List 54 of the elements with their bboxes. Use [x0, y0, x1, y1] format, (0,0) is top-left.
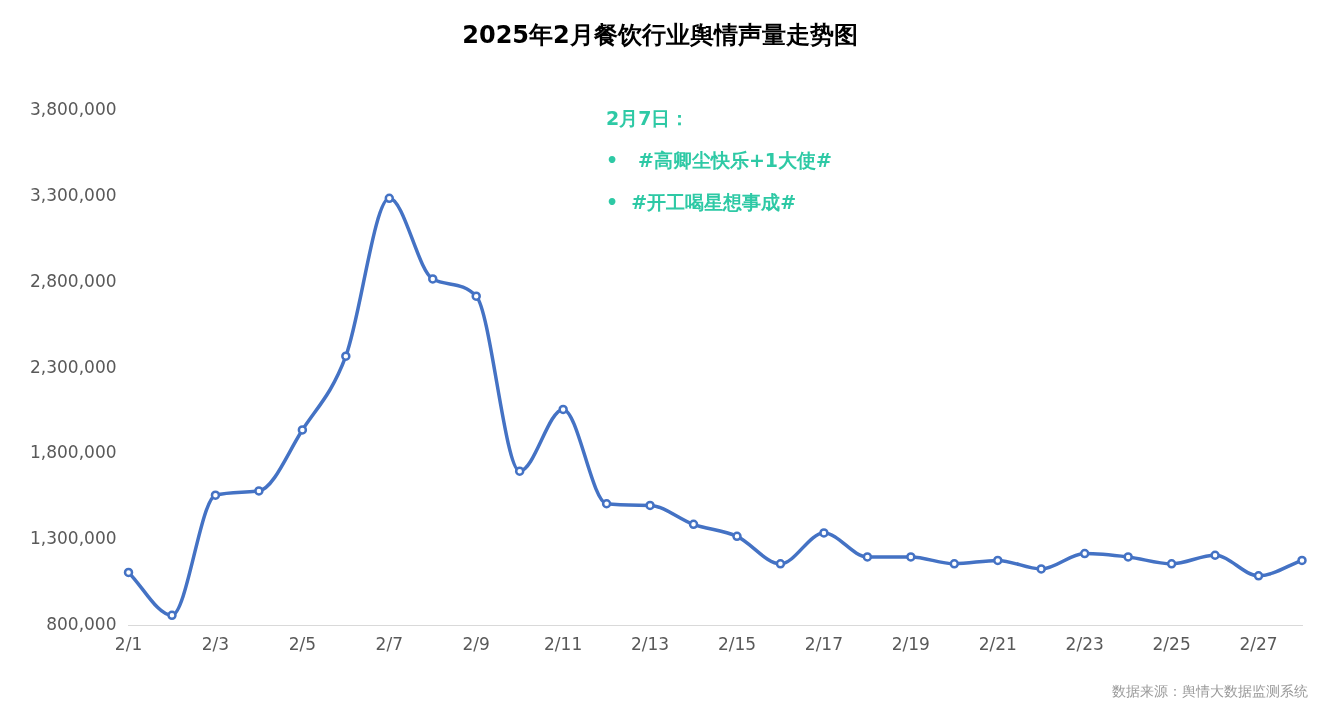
point [341, 351, 351, 361]
point [471, 291, 481, 301]
y-tick-label: 3,800,000 [29, 99, 117, 120]
point [1123, 552, 1133, 562]
point [732, 531, 742, 542]
x-tick-label: 2/19 [891, 634, 930, 655]
x-tick-label: 2/7 [375, 634, 403, 655]
x-tick-label: 2/13 [630, 634, 670, 655]
point [775, 559, 786, 569]
y-tick-label: 1,800,000 [29, 442, 117, 463]
annotation: 2月7日： [606, 106, 690, 129]
point [601, 499, 612, 509]
point [645, 500, 655, 511]
point [1079, 548, 1090, 559]
x-tick-label: 2/27 [1239, 634, 1278, 655]
point [1036, 564, 1046, 574]
point [993, 555, 1003, 566]
annotation: • #开工喝星想事成# [606, 190, 797, 213]
point [1166, 559, 1177, 569]
y-tick-label: 1,300,000 [29, 528, 117, 549]
x-tick-label: 2/15 [717, 634, 757, 655]
point [688, 519, 699, 530]
point [384, 193, 395, 204]
x-tick-label: 2/11 [544, 634, 583, 655]
y-tick-label: 800,000 [46, 614, 117, 635]
x-tick-label: 2/9 [462, 634, 490, 655]
point [819, 528, 829, 538]
chart-title: 2025年2月餐饮行业舆情声量走势图 [462, 20, 858, 49]
point [906, 552, 916, 562]
point [1210, 550, 1220, 560]
point [862, 552, 873, 562]
y-tick-label: 3,300,000 [29, 185, 117, 206]
x-tick-label: 2/3 [201, 634, 230, 655]
x-tick-label: 2/5 [288, 634, 317, 655]
point [167, 610, 177, 621]
y-tick-label: 2,800,000 [29, 270, 117, 291]
point [210, 490, 221, 500]
point [254, 486, 264, 496]
point [1297, 555, 1307, 566]
point [297, 425, 308, 435]
point [428, 274, 438, 284]
point [514, 466, 525, 476]
point [558, 404, 568, 415]
point [1253, 571, 1264, 581]
source-note: 数据来源：舆情大数据监测系统 [1112, 682, 1308, 699]
point [123, 567, 134, 578]
x-tick-label: 2/17 [804, 634, 844, 655]
x-tick-label: 2/25 [1152, 634, 1191, 655]
x-tick-label: 2/23 [1065, 634, 1104, 655]
y-tick-label: 2,300,000 [29, 356, 117, 377]
annotation: • #高卿尘快乐+1大使# [606, 148, 832, 171]
x-tick-label: 2/21 [978, 634, 1017, 655]
point [949, 559, 960, 569]
x-tick-label: 2/1 [114, 634, 143, 655]
